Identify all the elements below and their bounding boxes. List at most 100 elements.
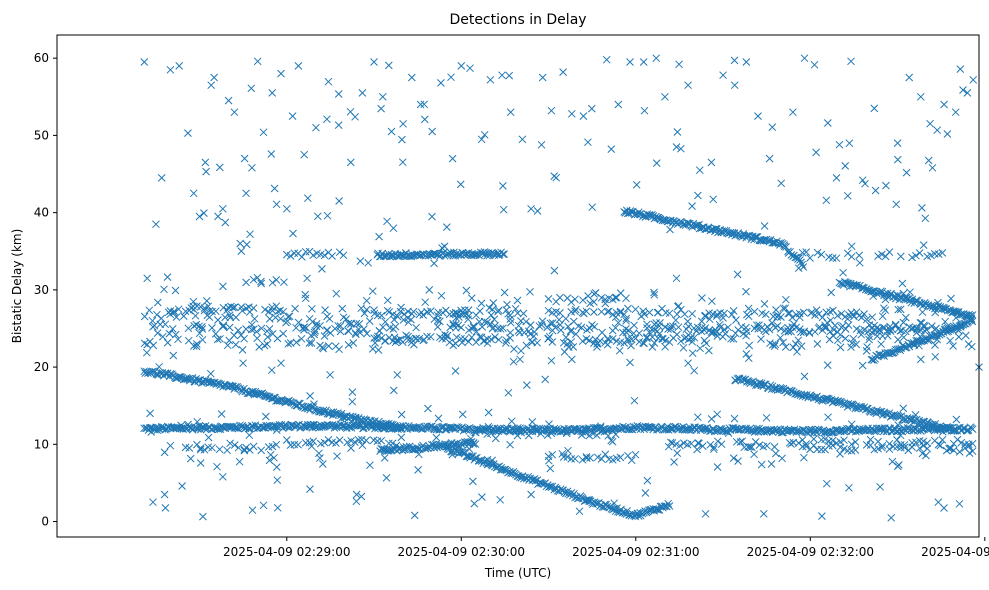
noise-point-3082 [404,314,412,323]
detection-point-2609 [789,108,797,117]
noise-point-2806 [738,437,747,446]
detection-point-2492 [799,328,808,337]
detection-point-2539 [143,274,152,283]
noise-point-3072 [225,323,234,332]
noise-point-2802 [615,346,624,355]
noise-point-2818 [952,415,961,424]
noise-point-2705 [544,334,552,343]
detection-point-1891 [240,334,248,343]
detection-point-2652 [742,350,751,358]
detection-point-1981 [611,323,620,332]
detection-point-2610 [800,54,809,63]
detection-point-2567 [335,197,343,205]
detection-point-2089 [249,442,258,451]
noise-point-2815 [332,289,341,298]
noise-point-3054 [813,445,821,454]
detection-point-2058 [899,333,908,342]
noise-point-2773 [500,288,509,297]
detection-point-2327 [276,306,284,315]
noise-point-2904 [333,452,341,461]
noise-point-2868 [760,300,769,308]
detection-point-2553 [230,108,239,117]
noise-point-2922 [744,354,753,363]
detection-point-2053 [886,325,894,334]
detection-point-1869 [952,313,960,322]
noise-point-2920 [374,346,383,354]
noise-point-2958 [709,445,718,454]
detection-point-2635 [585,496,594,504]
noise-point-3043 [499,205,508,214]
detection-point-2459 [639,339,647,347]
noise-point-2934 [674,302,683,310]
detection-point-1026 [649,212,658,220]
noise-point-2965 [319,344,328,353]
noise-point-2699 [324,77,333,86]
noise-point-3024 [650,288,658,297]
detection-point-1898 [265,324,274,333]
detection-point-909 [543,481,552,489]
detection-point-2342 [434,308,443,317]
detection-point-2046 [865,335,873,344]
noise-point-2919 [607,436,616,445]
detection-point-2212 [900,443,909,452]
noise-point-2743 [873,332,882,340]
detection-point-2241 [896,441,905,449]
detection-point-2017 [745,341,754,350]
detection-point-2319 [238,306,247,315]
detection-point-2616 [870,104,879,113]
detection-point-2509 [886,327,895,335]
detection-point-2437 [494,335,503,344]
noise-point-2774 [440,242,449,251]
detection-point-2296 [908,253,916,262]
detection-point-2379 [673,310,681,319]
detection-point-2127 [513,431,522,440]
detection-point-2247 [923,439,932,447]
noise-point-2974 [433,311,442,320]
noise-point-3062 [368,287,377,296]
noise-point-2781 [955,448,964,456]
detection-point-1698 [265,315,274,323]
detection-point-2178 [713,437,722,446]
detection-point-2240 [893,436,901,444]
detection-point-564 [878,425,887,434]
noise-point-2933 [643,320,651,329]
noise-point-2776 [800,453,808,462]
detection-point-2435 [487,335,496,344]
noise-point-2862 [822,196,831,205]
detection-point-2268 [298,253,306,261]
noise-point-2860 [434,414,443,423]
noise-point-3005 [441,331,449,339]
noise-point-2985 [591,335,600,344]
noise-point-2916 [470,499,479,508]
noise-point-2903 [324,342,333,350]
detection-point-1491 [968,317,977,326]
detection-point-2559 [268,89,277,97]
detection-point-2201 [840,445,848,453]
noise-point-2905 [428,212,436,221]
noise-point-2808 [825,335,834,344]
detection-point-2571 [378,92,387,101]
detection-point-1924 [355,320,364,328]
detection-point-1309 [949,426,958,435]
detection-point-1949 [469,323,478,332]
detection-point-2547 [195,212,204,221]
noise-point-2989 [447,73,455,82]
noise-point-3069 [240,154,249,163]
detection-point-1400 [952,308,960,316]
detection-point-2123 [494,427,503,436]
detection-point-2233 [840,436,848,445]
noise-point-2931 [242,240,251,249]
detection-point-1770 [522,317,530,326]
detection-point-2028 [787,327,795,336]
detection-point-2461 [650,339,659,347]
detection-point-1003 [665,502,674,510]
detection-point-2370 [616,308,625,317]
detection-point-1759 [488,305,497,314]
noise-point-2712 [906,288,914,297]
detection-point-2401 [818,313,827,322]
noise-point-3022 [546,464,555,473]
detection-point-2460 [642,334,651,343]
detection-point-1900 [273,334,282,343]
detection-point-1282 [914,419,923,428]
noise-point-3067 [630,396,639,405]
